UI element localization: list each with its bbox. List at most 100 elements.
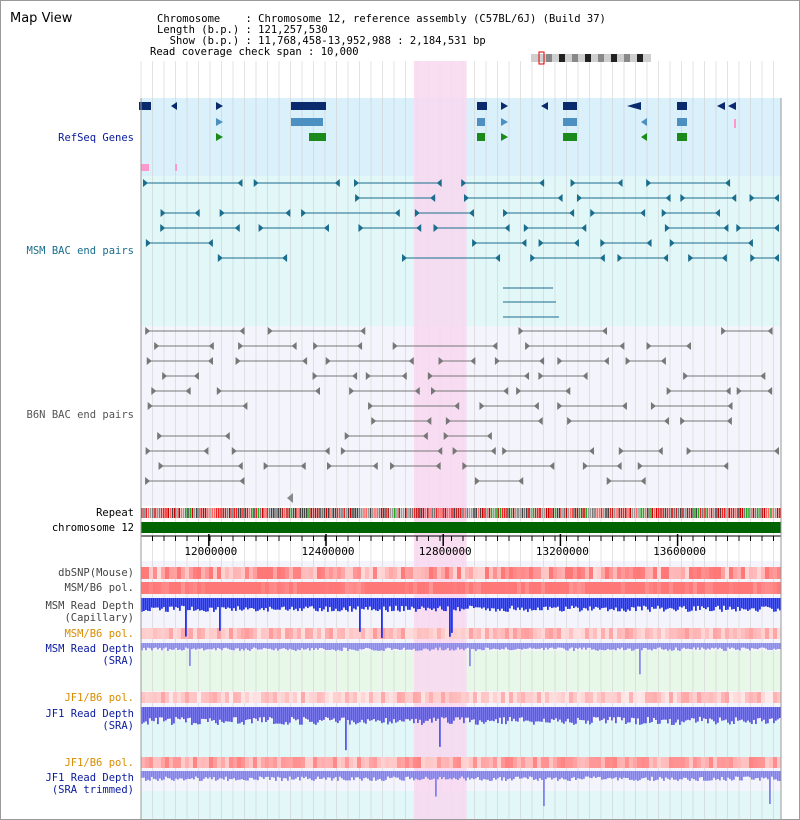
msm-read-sra-bar [193,643,195,649]
jf1-read-trim-bar [743,771,745,777]
msm-read-sra-bar [303,643,305,650]
msm-read-cap-bar [441,598,443,610]
msm-read-cap-bar [703,598,705,608]
msm-read-cap-bar [609,598,611,610]
jf1-read-trim-bar [429,771,431,780]
msm-read-sra-bar [749,643,751,651]
jf1-read-sra-bar [679,707,681,725]
dbsnp-strip [537,567,541,579]
msm-read-cap-bar [559,598,561,611]
jf1-read-sra-bar [665,707,667,720]
dbsnp-strip [253,567,257,579]
jf1-pol-1-strip [537,692,541,703]
dbsnp-strip [329,567,333,579]
jf1-pol-1-strip [513,692,517,703]
jf1-pol-1-strip [577,692,581,703]
coverage-span-row: Read coverage check span : 10,000 [150,46,359,58]
msm-read-cap-bar [565,598,567,607]
msm-read-sra-bar [417,643,419,651]
msm-pol-2-strip [213,628,217,639]
jf1-read-trim-bar [483,771,485,779]
msm-read-cap-bar [231,598,233,611]
repeat-element [156,508,158,518]
jf1-pol-1-strip [289,692,293,703]
jf1-pol-2-strip [653,757,657,768]
msm-read-cap-bar [307,598,309,609]
msm-read-cap-bar [419,598,421,610]
track-label-b6n-bac[interactable]: B6N BAC end pairs [26,409,134,421]
jf1-read-trim-line1: JF1 Read Depth [45,772,134,784]
jf1-read-trim-bar [255,771,257,780]
msm-pol-2-strip [281,628,285,639]
jf1-read-sra-bar [365,707,367,724]
msm-read-cap-bar [479,598,481,608]
msm-read-sra-bar [543,643,545,651]
jf1-read-sra-bar [685,707,687,721]
msm-pol-2-strip [393,628,397,639]
repeat-element [347,508,350,518]
jf1-read-trim-bar [603,771,605,780]
jf1-read-sra-bar [647,707,649,718]
msm-read-cap-bar [451,598,453,633]
jf1-read-trim-bar [373,771,375,778]
repeat-element [561,508,563,518]
b6n-bac-end [726,417,732,425]
jf1-read-trim-bar [493,771,495,778]
repeat-element [688,508,691,518]
jf1-read-sra-bar [663,707,665,720]
jf1-read-sra-bar [237,707,239,724]
dbsnp-strip [313,567,317,579]
jf1-read-sra-bar [421,707,423,725]
track-label-msm-bac[interactable]: MSM BAC end pairs [26,245,134,257]
msm-pol-2-strip [549,628,553,639]
jf1-pol-1-strip [421,692,425,703]
repeat-element [385,508,387,518]
msm-pol-1-strip [721,582,725,594]
msm-read-sra-bar [459,643,461,650]
jf1-read-sra-bar [727,707,729,723]
msm-read-sra-bar [151,643,153,651]
msm-bac-end [354,179,360,187]
msm-read-sra-bar [359,643,361,650]
repeat-element [466,508,469,518]
repeat-element [528,508,530,518]
msm-bac-end [663,254,669,262]
track-label-refseq[interactable]: RefSeq Genes [58,132,134,144]
msm-read-cap-bar [297,598,299,612]
msm-read-cap-bar [445,598,447,612]
b6n-bac-end [492,342,498,350]
msm-read-sra-bar [553,643,555,649]
msm-pol-2-strip [245,628,249,639]
msm-pol-1-strip [609,582,613,594]
msm-read-sra-bar [365,643,367,648]
msm-read-cap-bar [657,598,659,606]
repeat-element [574,508,576,518]
msm-read-cap-bar [331,598,333,612]
msm-read-sra-bar [709,643,711,650]
repeat-element [490,508,493,518]
jf1-read-sra-bar [369,707,371,721]
msm-read-sra-bar [725,643,727,651]
msm-pol-1-strip [569,582,573,594]
b6n-bac-end [589,447,595,455]
msm-read-sra-bar [161,643,163,651]
jf1-read-sra-bar [179,707,181,720]
repeat-element [424,508,427,518]
msm-pol-2-strip [341,628,345,639]
jf1-pol-2-strip [621,757,625,768]
msm-bac-end [461,179,467,187]
repeat-element [486,508,488,518]
jf1-read-trim-bar [685,771,687,778]
dbsnp-strip [321,567,325,579]
jf1-pol-1-strip [561,692,565,703]
msm-pol-2-strip [529,628,533,639]
jf1-read-sra-bar [309,707,311,722]
msm-pol-1-strip [245,582,249,594]
b6n-bac-end [549,462,555,470]
jf1-pol-1-strip [485,692,489,703]
jf1-read-sra-bar [761,707,763,722]
jf1-pol-1-strip [593,692,597,703]
repeat-element [277,508,279,518]
repeat-element [719,508,722,518]
